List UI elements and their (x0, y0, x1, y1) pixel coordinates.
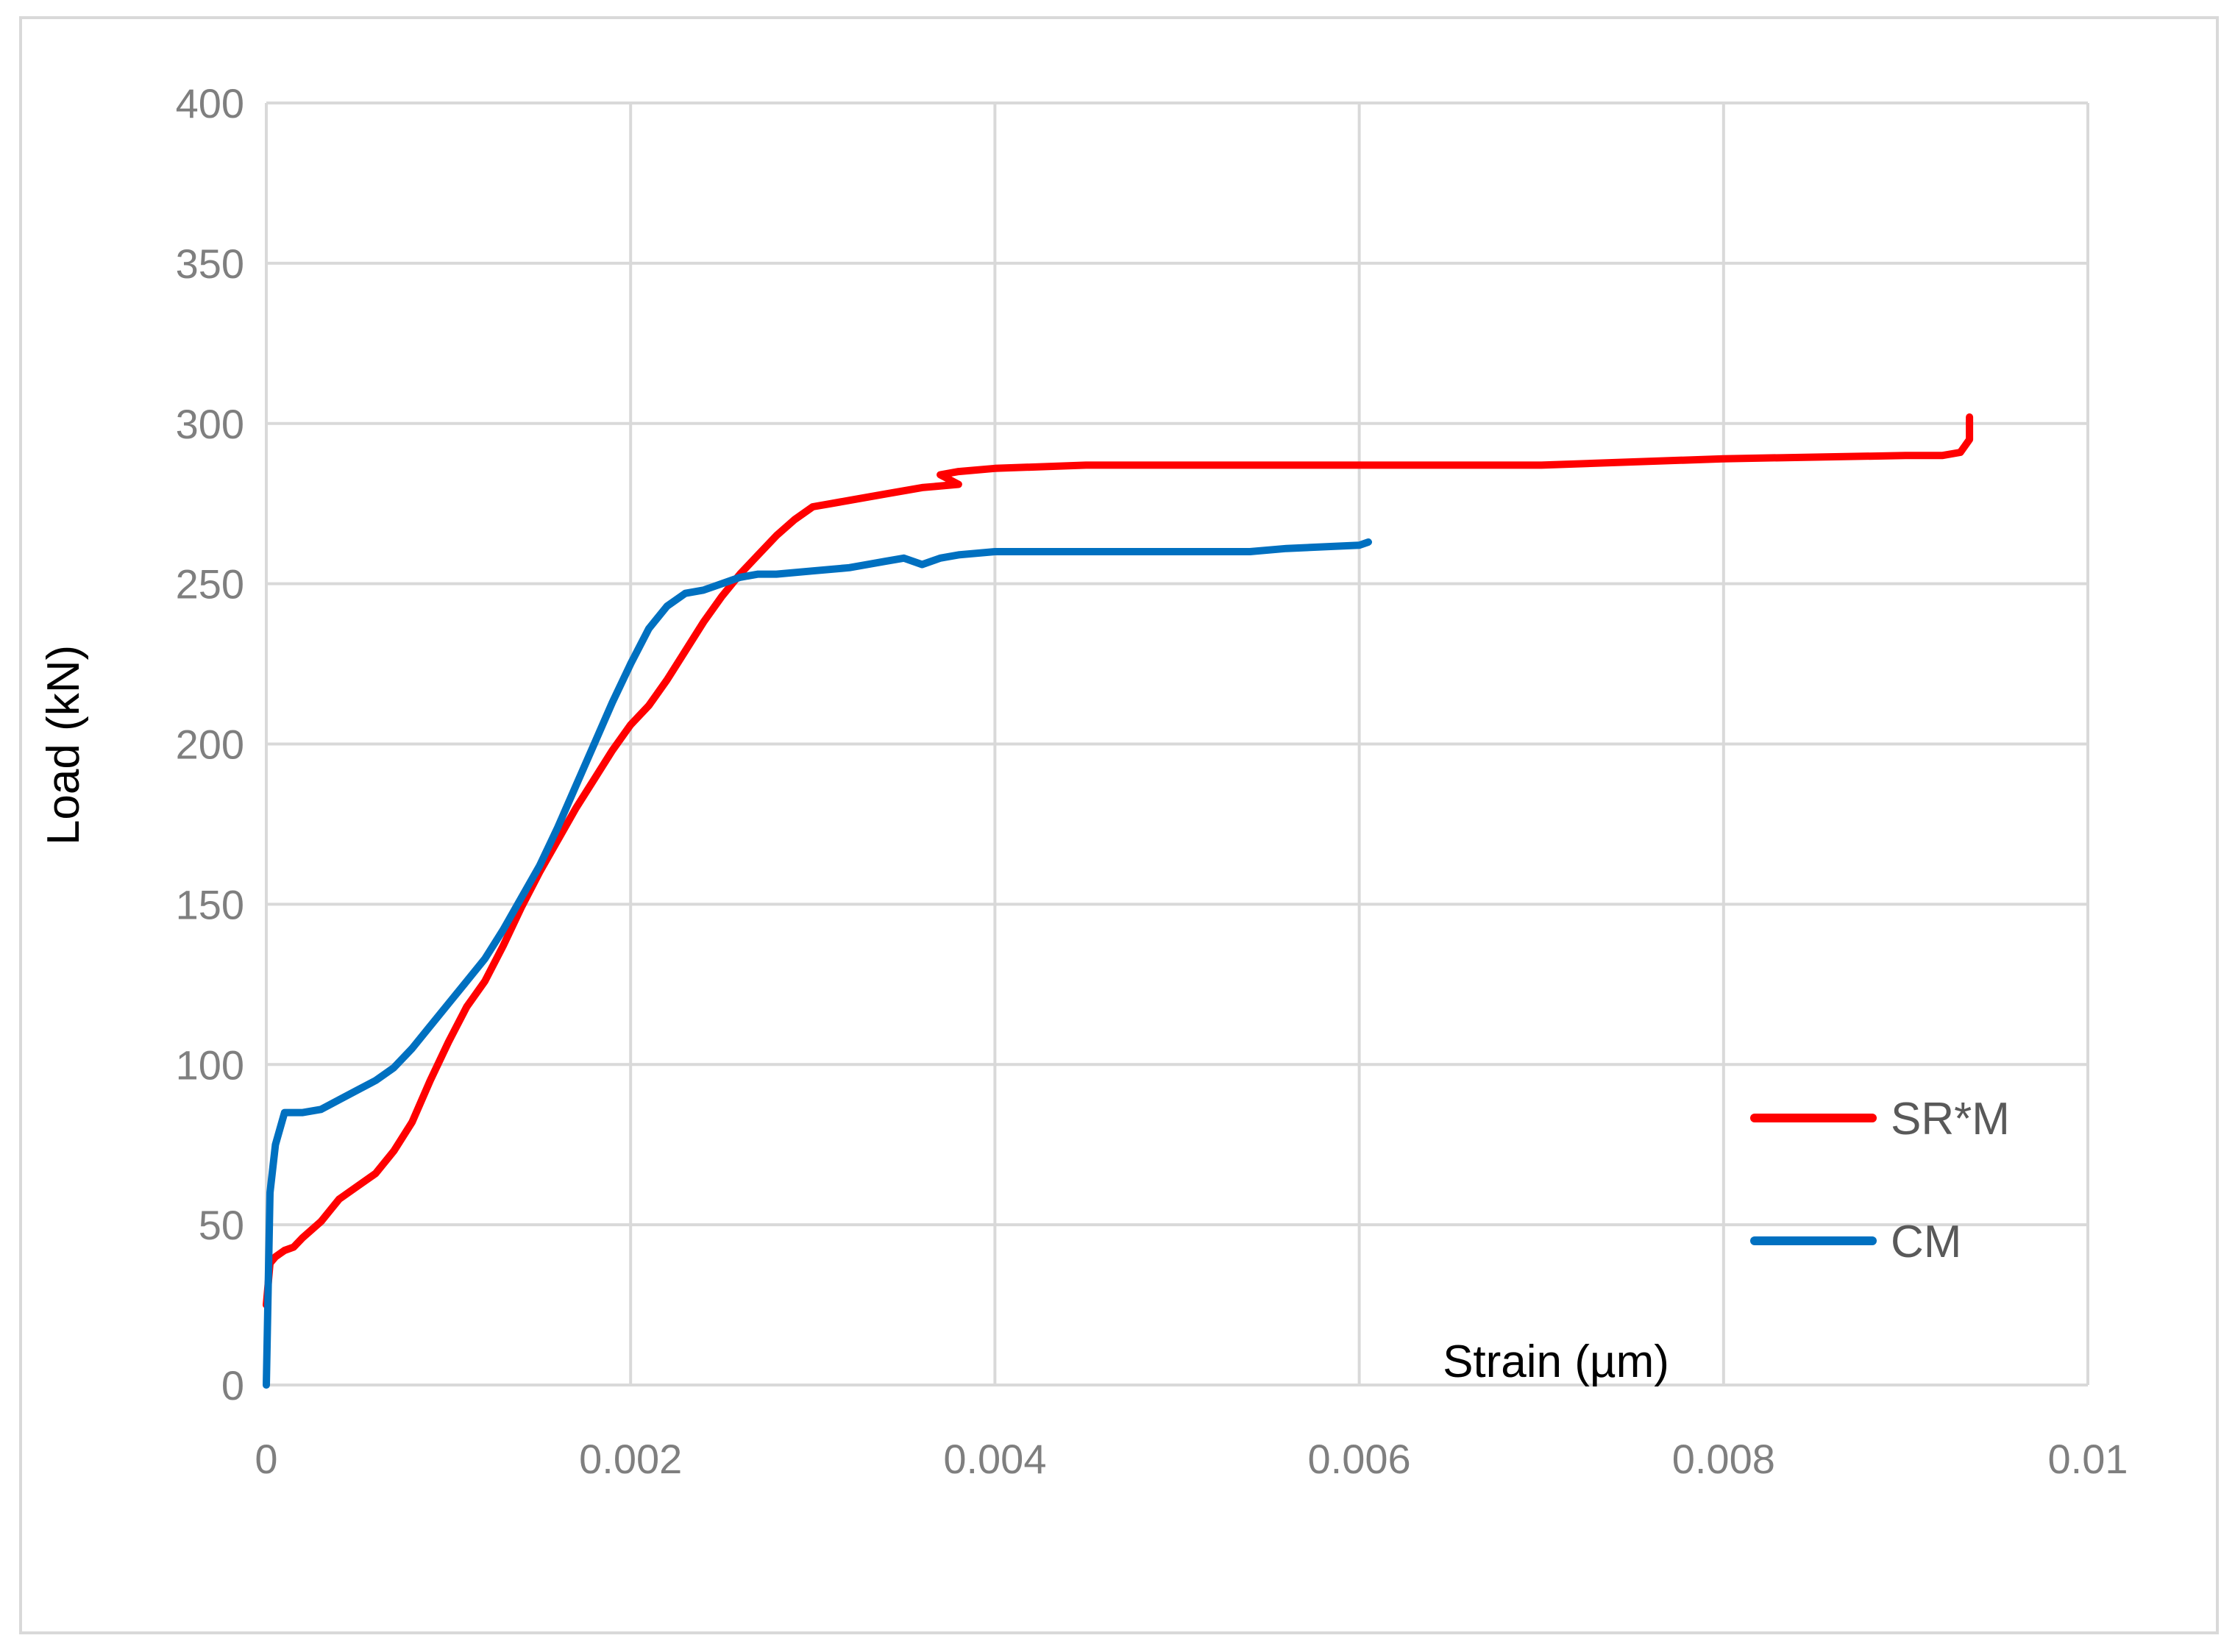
series-line-srm (263, 413, 1974, 1309)
y-tick-label: 100 (176, 1042, 244, 1088)
x-tick-label: 0.002 (579, 1436, 682, 1482)
y-tick-label: 200 (176, 722, 244, 768)
y-tick-label: 300 (176, 401, 244, 447)
x-tick-label: 0.008 (1672, 1436, 1775, 1482)
x-tick-label: 0.004 (943, 1436, 1046, 1482)
y-axis-title: Load (kN) (38, 645, 89, 845)
legend-label-srm: SR*M (1891, 1094, 2010, 1144)
x-tick-label: 0.006 (1308, 1436, 1411, 1482)
y-tick-label: 0 (221, 1362, 244, 1409)
y-tick-label: 350 (176, 241, 244, 287)
series-line-cm (263, 538, 1372, 1389)
y-tick-label: 400 (176, 80, 244, 127)
chart-border (19, 16, 2219, 1634)
y-tick-label: 150 (176, 881, 244, 928)
plot-grid (265, 102, 2089, 1386)
plot-series (263, 413, 1974, 1389)
x-tick-label: 0 (255, 1436, 277, 1482)
x-axis-title: Strain (µm) (1443, 1336, 1669, 1387)
y-tick-label: 250 (176, 561, 244, 608)
tick-labels: 0 50 100 150 200 250 300 350 400 0 0.002 0.004 0.006… (176, 80, 2128, 1482)
x-tick-label: 0.01 (2048, 1436, 2128, 1482)
legend: SR*M CM (1750, 1094, 2010, 1267)
y-tick-label: 50 (199, 1202, 244, 1248)
legend-label-cm: CM (1891, 1217, 1961, 1267)
